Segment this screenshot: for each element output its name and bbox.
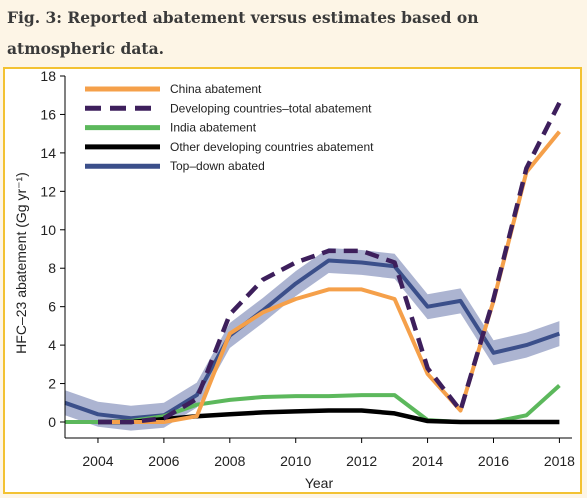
legend-label-developing-countries-total-abatement: Developing countries–total abatement: [170, 101, 372, 115]
y-tick-label: 10: [40, 222, 56, 238]
x-axis-label: Year: [305, 475, 334, 491]
series-line-layer: [64, 101, 562, 425]
legend-label-other-developing-countries-abatement: Other developing countries abatement: [170, 140, 374, 154]
axes-layer: [64, 76, 572, 439]
y-tick-label: 14: [40, 145, 56, 161]
x-tick-label: 2006: [148, 453, 179, 469]
x-tick-label: 2008: [214, 453, 245, 469]
y-tick-layer: 0 2 4 6 8 10 12 14 16 18: [40, 68, 65, 430]
legend: China abatement Developing countries–tota…: [85, 82, 374, 173]
series-line-china-abatement: [98, 130, 561, 424]
y-axis-label: HFC–23 abatement (Gg yr⁻¹): [13, 172, 29, 354]
x-tick-label: 2016: [478, 453, 509, 469]
y-tick-label: 2: [48, 376, 56, 392]
y-tick-label: 12: [40, 183, 56, 199]
y-tick-label: 4: [48, 337, 56, 353]
series-line-developing-countries-total-abatement: [98, 101, 562, 425]
x-tick-layer: 2004 2006 2008 2010 2012 2014 2016 2018: [82, 438, 575, 469]
legend-label-india-abatement: India abatement: [170, 121, 257, 135]
x-tick-label: 2012: [346, 453, 377, 469]
x-tick-label: 2018: [544, 453, 575, 469]
figure-caption: Fig. 3: Reported abatement versus estima…: [7, 8, 479, 58]
x-tick-label: 2010: [280, 453, 311, 469]
top-down-uncertainty-band: [65, 248, 560, 431]
y-tick-label: 6: [48, 299, 56, 315]
y-tick-label: 18: [40, 68, 56, 84]
uncertainty-band-layer: [65, 248, 560, 431]
y-tick-label: 16: [40, 106, 56, 122]
x-tick-label: 2004: [82, 453, 113, 469]
x-tick-label: 2014: [412, 453, 443, 469]
legend-label-china-abatement: China abatement: [170, 82, 262, 96]
y-tick-label: 0: [48, 414, 56, 430]
legend-label-top-down-abated: Top–down abated: [170, 159, 265, 173]
y-tick-label: 8: [48, 260, 56, 276]
